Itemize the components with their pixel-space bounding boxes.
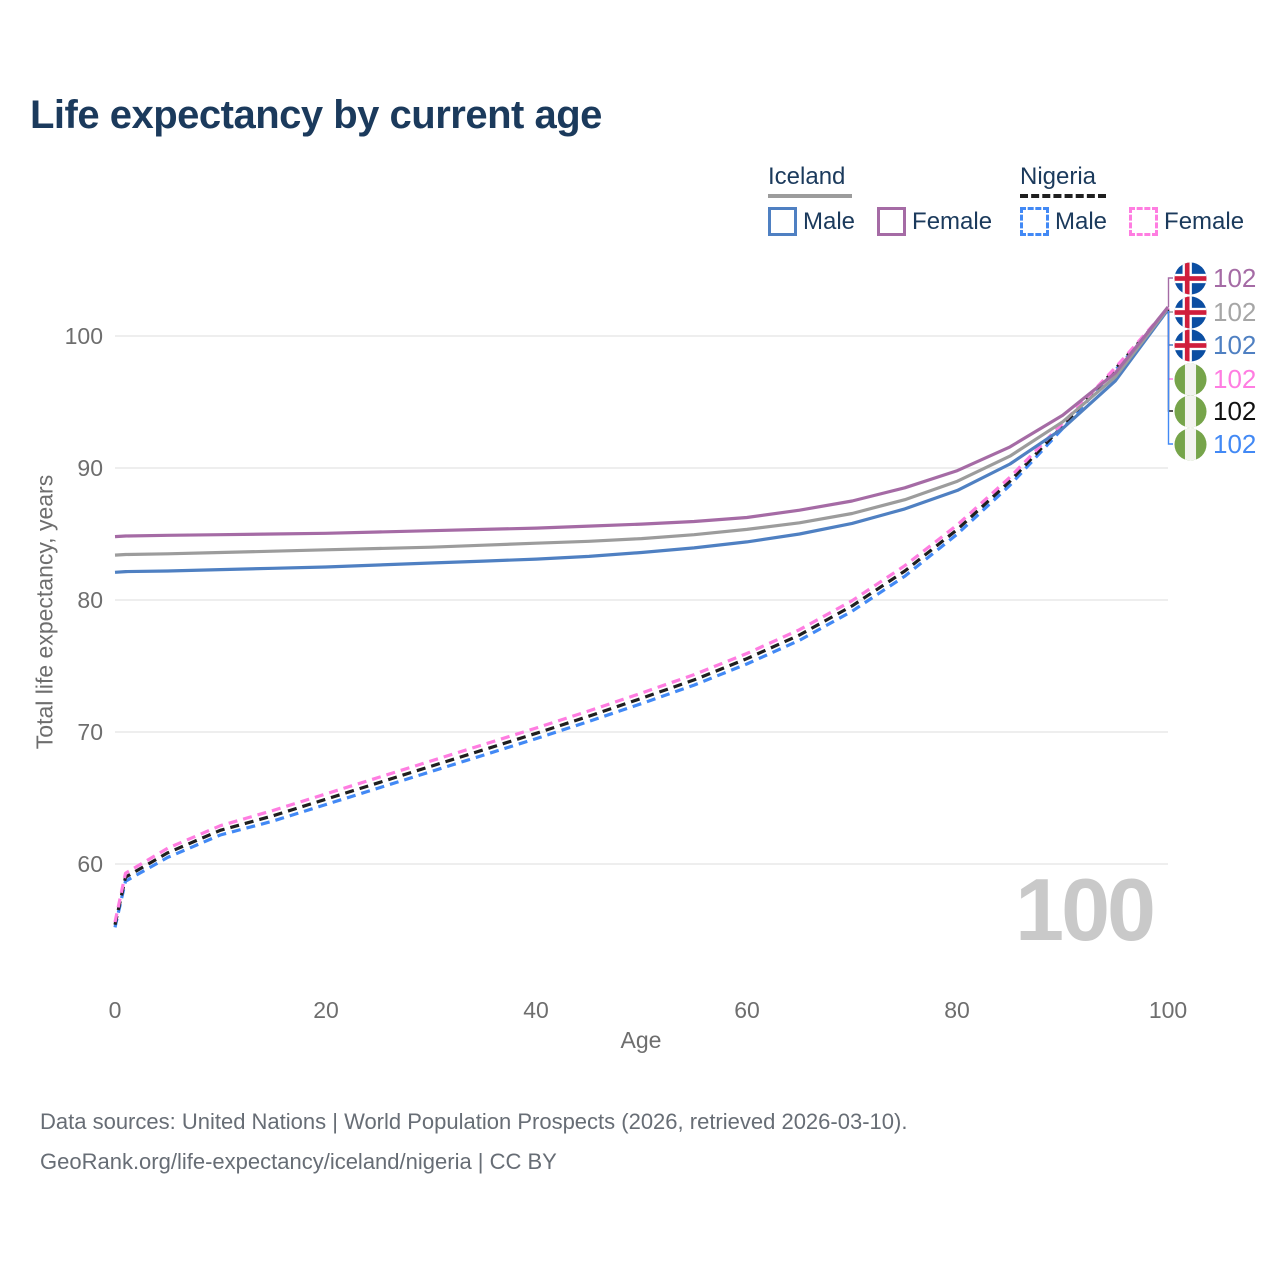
y-tick-label: 100	[64, 323, 103, 349]
y-tick-label: 60	[77, 851, 103, 877]
end-value: 102	[1213, 363, 1257, 394]
series-line-iceland-both	[114, 307, 1170, 557]
legend-group-iceland: Iceland Male Female	[768, 163, 992, 236]
x-tick-label: 0	[108, 997, 122, 1023]
legend-label-iceland-female: Female	[912, 207, 993, 235]
series-line-iceland-female	[114, 306, 1170, 539]
x-axis-title: Age	[620, 1027, 662, 1053]
series-end-label: 102	[1174, 394, 1256, 428]
age-counter-watermark: 100	[1015, 860, 1156, 959]
series-line-nigeria-both	[113, 308, 1170, 926]
series-line-nigeria-male	[113, 309, 1170, 928]
nigeria-flag-icon	[1174, 362, 1207, 396]
end-value: 102	[1213, 329, 1257, 360]
nigeria-dashed-line-swatch	[1020, 194, 1106, 198]
end-value: 102	[1213, 395, 1257, 426]
x-tick-label: 80	[944, 997, 970, 1023]
legend-item-nigeria-male[interactable]: Male	[1020, 207, 1107, 236]
series-end-label: 102	[1174, 362, 1256, 396]
legend-item-iceland-female[interactable]: Female	[877, 207, 992, 236]
series-end-label: 102	[1174, 328, 1256, 362]
y-tick-label: 90	[77, 455, 103, 481]
data-sources-note: Data sources: United Nations | World Pop…	[40, 1109, 908, 1134]
series-line-nigeria-female	[113, 307, 1170, 923]
iceland-flag-icon	[1174, 328, 1207, 362]
legend-label-iceland-male: Male	[803, 207, 856, 235]
nigeria-female-checkbox[interactable]	[1129, 207, 1159, 236]
y-tick-label: 70	[77, 719, 103, 745]
legend-label-nigeria-male: Male	[1055, 207, 1108, 235]
iceland-male-checkbox[interactable]	[768, 207, 797, 236]
x-tick-label: 60	[734, 997, 760, 1023]
y-tick-label: 80	[77, 587, 103, 613]
series-line-iceland-male	[114, 308, 1170, 574]
nigeria-flag-icon	[1174, 427, 1207, 461]
iceland-female-checkbox[interactable]	[877, 207, 907, 236]
end-label-connector	[1167, 277, 1173, 307]
legend-item-iceland-male[interactable]: Male	[768, 207, 855, 236]
nigeria-male-checkbox[interactable]	[1020, 207, 1049, 236]
series-end-label: 102	[1174, 261, 1256, 295]
end-label-connector	[1167, 310, 1173, 445]
end-value: 102	[1213, 262, 1257, 293]
legend-country-iceland: Iceland	[768, 163, 846, 190]
series-end-label: 102	[1174, 427, 1256, 461]
x-tick-label: 40	[523, 997, 549, 1023]
series-end-label: 102	[1174, 295, 1256, 329]
y-axis-title: Total life expectancy, years	[31, 474, 58, 750]
nigeria-flag-icon	[1174, 394, 1207, 428]
iceland-flag-icon	[1174, 261, 1207, 295]
legend-label-nigeria-female: Female	[1164, 207, 1245, 235]
end-value: 102	[1213, 296, 1257, 327]
legend-country-nigeria: Nigeria	[1020, 163, 1097, 190]
legend-group-nigeria: Nigeria Male Female	[1020, 163, 1244, 236]
iceland-flag-icon	[1174, 295, 1207, 329]
end-value: 102	[1213, 428, 1257, 459]
iceland-solid-line-swatch	[768, 194, 852, 198]
x-tick-label: 20	[313, 997, 339, 1023]
attribution-note: GeoRank.org/life-expectancy/iceland/nige…	[40, 1149, 557, 1174]
legend-item-nigeria-female[interactable]: Female	[1129, 207, 1244, 236]
x-tick-label: 100	[1148, 997, 1188, 1023]
page-title: Life expectancy by current age	[30, 93, 602, 137]
